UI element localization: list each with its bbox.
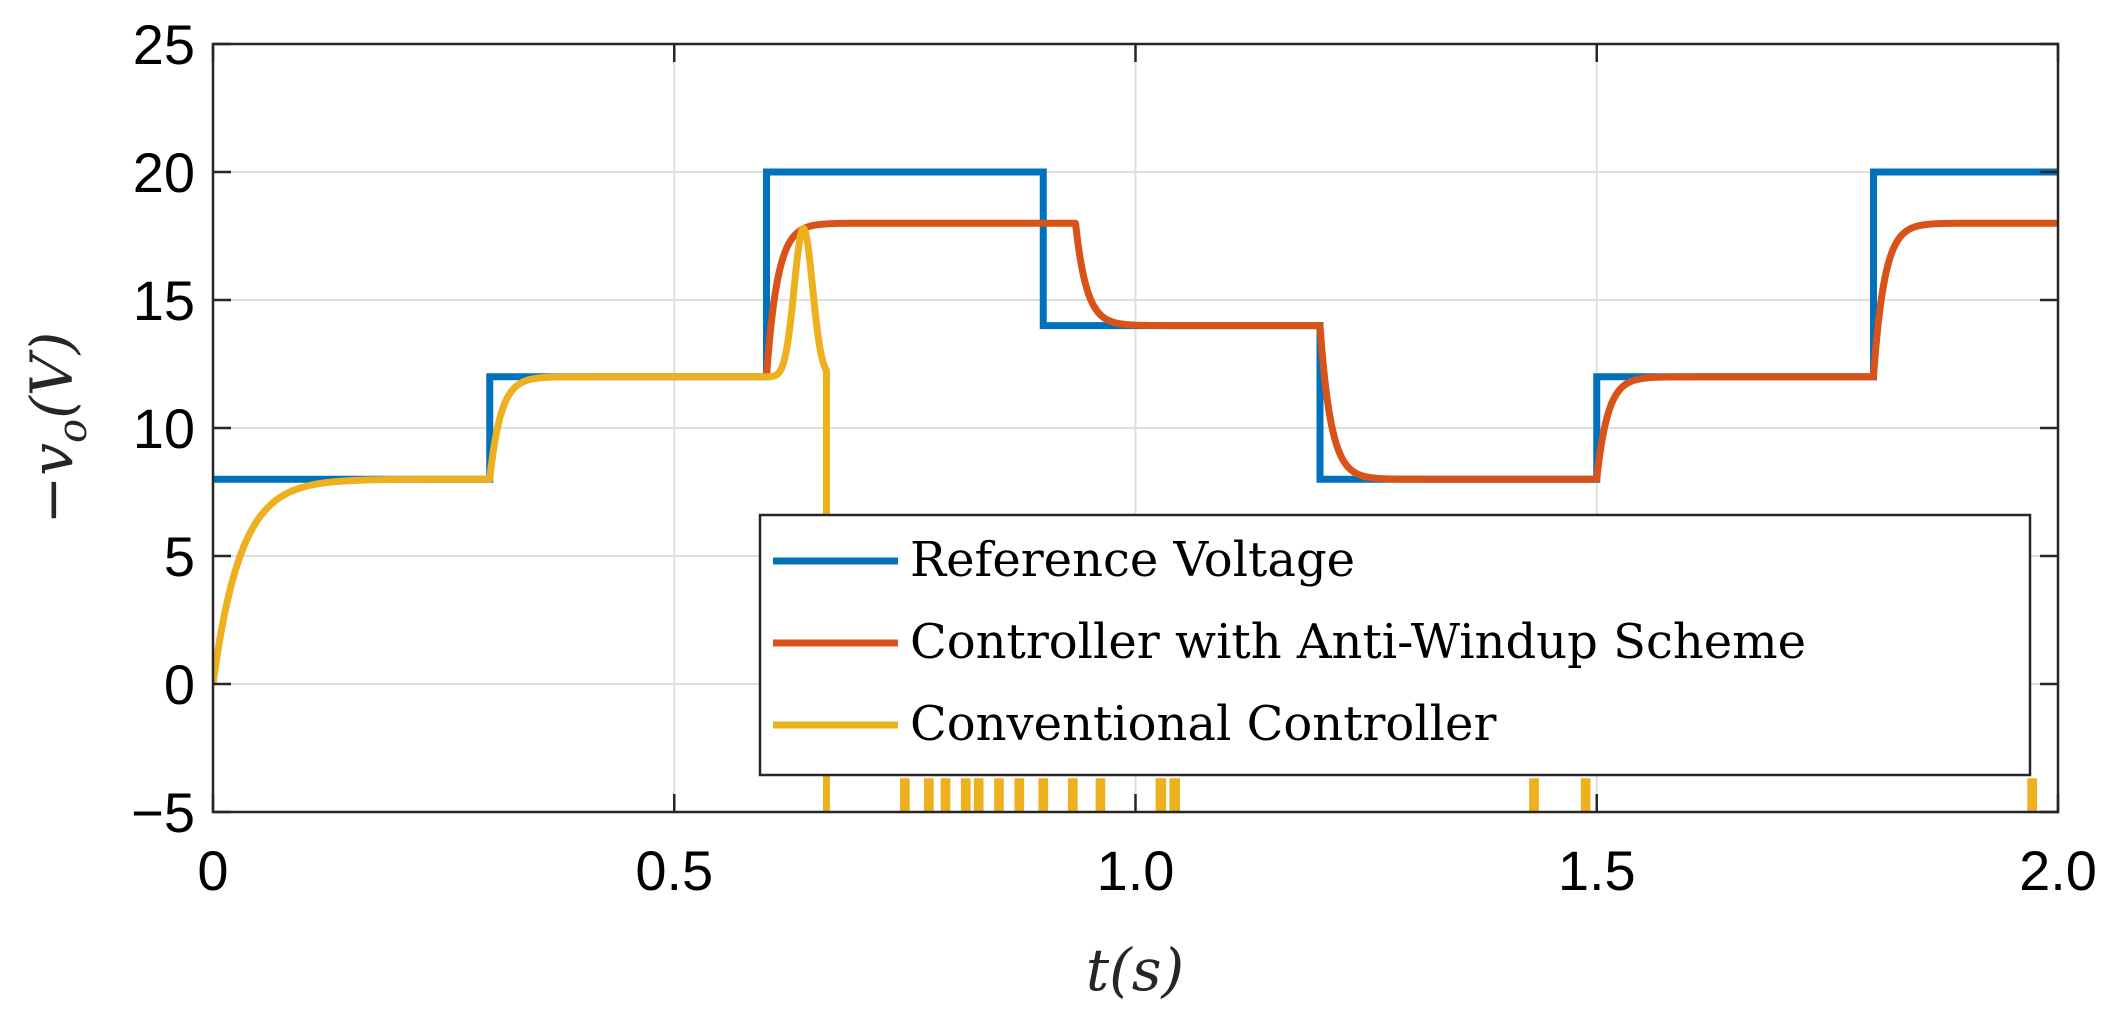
x-tick-label-4: 2.0: [2019, 839, 2097, 902]
series-conventional-spike-1: [900, 778, 910, 812]
series-conventional-spike-10: [1095, 778, 1106, 812]
y-tick-label-5: 20: [133, 141, 195, 204]
y-tick-labels: −5 0 5 10 15 20 25: [131, 13, 195, 844]
x-tick-label-3: 1.5: [1558, 839, 1636, 902]
legend: Reference Voltage Controller with Anti-W…: [758, 513, 2032, 777]
series-conventional-spike-5: [973, 778, 984, 812]
y-tick-label-0: −5: [131, 781, 195, 844]
x-tick-labels: 0 0.5 1.0 1.5 2.0: [197, 839, 2097, 902]
series-conventional-spike-15: [2027, 778, 2038, 812]
y-axis-label-subscript: o: [50, 419, 96, 443]
series-conventional-spike-9: [1067, 778, 1078, 812]
series-conventional: [213, 224, 830, 812]
series-conventional-spike-6: [994, 778, 1004, 812]
legend-label-conventional: Conventional Controller: [910, 696, 1496, 752]
series-conventional-spike-11: [1155, 778, 1167, 812]
y-tick-label-2: 5: [164, 525, 195, 588]
legend-label-reference-voltage: Reference Voltage: [910, 532, 1355, 588]
y-axis-label: −vo(V): [18, 332, 96, 525]
series-conventional-spike-8: [1038, 778, 1049, 812]
y-tick-label-1: 0: [164, 653, 195, 716]
legend-label-anti-windup: Controller with Anti-Windup Scheme: [910, 614, 1806, 670]
x-tick-label-0: 0: [197, 839, 228, 902]
series-conventional-spike-3: [940, 778, 951, 812]
y-axis-label-unit: (V): [18, 332, 86, 419]
ticks: [211, 42, 2060, 814]
series-conventional-spike-12: [1169, 778, 1181, 812]
x-axis-label: t(s): [1086, 936, 1184, 1004]
series-anti-windup: [763, 219, 2058, 483]
y-tick-label-3: 10: [133, 397, 195, 460]
legend-box: [758, 513, 2032, 777]
y-axis-label-base: −v: [18, 443, 86, 525]
x-tick-label-2: 1.0: [1097, 839, 1175, 902]
series-conventional-spike-4: [960, 778, 971, 812]
series-conventional-spike-14: [1580, 778, 1591, 812]
series-conventional-spike-7: [1014, 778, 1025, 812]
y-tick-label-4: 15: [133, 269, 195, 332]
series-conventional-spike-2: [924, 778, 934, 812]
y-tick-label-6: 25: [133, 13, 195, 76]
series-group: [213, 168, 2058, 812]
series-conventional-spike-13: [1529, 778, 1539, 812]
x-tick-label-1: 0.5: [635, 839, 713, 902]
